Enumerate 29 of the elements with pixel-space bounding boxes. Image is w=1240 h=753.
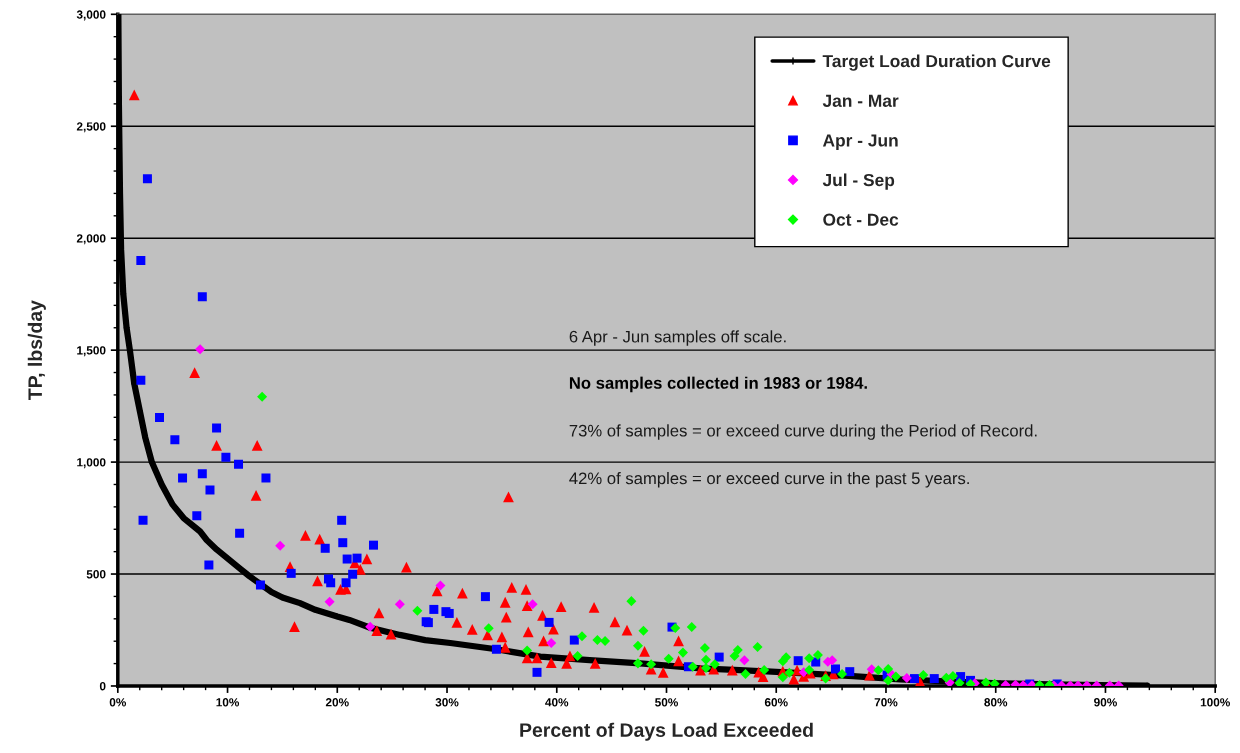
x-tick-label: 90% <box>1094 698 1117 707</box>
annotation: 42% of samples = or exceed curve in the past 5 years. <box>569 472 969 488</box>
annotation: 6 Apr - Jun samples off scale. <box>569 330 786 346</box>
legend-label: Jan - Mar <box>822 94 899 107</box>
x-tick-label: 10% <box>216 698 240 707</box>
x-tick-label: 70% <box>874 698 898 707</box>
legend-label: Target Load Duration Curve <box>822 54 1051 71</box>
x-tick-label: 50% <box>655 698 678 707</box>
x-tick-label: 40% <box>545 698 569 707</box>
x-tick-label: 60% <box>764 698 788 707</box>
y-tick-label: 500 <box>86 570 106 579</box>
y-axis-title: TP, lbs/day <box>27 300 46 400</box>
legend-label: Jul - Sep <box>822 173 895 190</box>
legend-label: Apr - Jun <box>822 134 898 151</box>
y-tick-label: 3,000 <box>76 10 106 21</box>
y-tick-label: 0 <box>99 682 106 691</box>
x-tick-label: 20% <box>325 698 349 707</box>
x-tick-label: 30% <box>435 698 459 707</box>
y-tick-label: 1,000 <box>77 458 106 469</box>
annotation: No samples collected in 1983 or 1984. <box>569 376 867 393</box>
y-tick-label: 1,500 <box>77 346 106 357</box>
x-tick-label: 0% <box>109 698 127 707</box>
legend-label: Oct - Dec <box>823 213 899 226</box>
x-axis-title: Percent of Days Load Exceeded <box>520 722 813 741</box>
annotation: 73% of samples = or exceed curve during the Period of Record. <box>569 424 1037 440</box>
x-tick-label: 80% <box>984 698 1008 707</box>
y-tick-label: 2,500 <box>76 122 106 133</box>
x-tick-label: 100% <box>1200 698 1230 707</box>
y-tick-label: 2,000 <box>76 234 106 245</box>
